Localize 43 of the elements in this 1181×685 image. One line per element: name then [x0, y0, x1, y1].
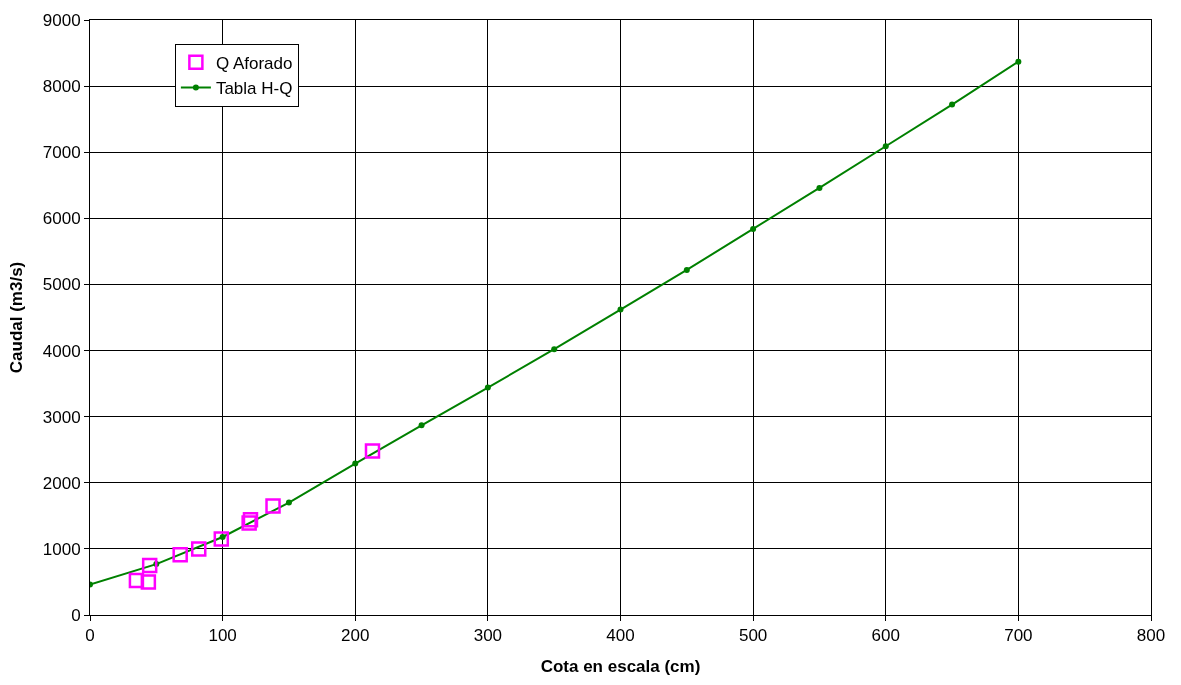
y-tick-label: 9000: [42, 10, 81, 30]
point: [484, 384, 491, 391]
point: [172, 547, 188, 563]
x-tick-label: 400: [606, 626, 635, 646]
y-tick-label: 8000: [42, 77, 81, 97]
y-tick-label: 0: [71, 605, 81, 625]
point: [141, 557, 158, 574]
y-tick-label: 6000: [42, 209, 81, 229]
point: [816, 184, 823, 191]
x-tick-label: 300: [473, 626, 503, 646]
legend-label: Q Aforado: [215, 53, 293, 73]
point: [140, 574, 157, 590]
point: [683, 266, 690, 273]
point: [418, 422, 425, 429]
x-tick-label: 500: [738, 626, 768, 646]
point: [364, 443, 381, 459]
y-tick-label: 5000: [42, 275, 81, 295]
y-axis-title: Caudal (m3/s): [7, 261, 27, 374]
y-tick-label: 3000: [42, 407, 81, 427]
point: [617, 306, 624, 313]
x-tick-label: 800: [1136, 626, 1166, 646]
x-tick-label: 0: [85, 626, 95, 646]
point: [750, 225, 757, 232]
y-tick-label: 2000: [42, 473, 81, 493]
y-tick-label: 4000: [42, 341, 81, 361]
y-tick-label: 1000: [42, 539, 81, 559]
point: [551, 346, 558, 353]
x-tick-label: 600: [871, 626, 900, 646]
point: [1015, 58, 1022, 65]
point: [265, 498, 281, 514]
y-tick-label: 7000: [42, 143, 81, 163]
point: [128, 572, 145, 589]
point: [213, 531, 230, 547]
point: [191, 541, 207, 557]
x-tick-label: 200: [341, 626, 370, 646]
x-tick-label: 700: [1004, 626, 1033, 646]
point: [285, 499, 292, 506]
point: [352, 460, 359, 467]
x-tick-label: 100: [208, 626, 237, 646]
legend-label: Tabla H-Q: [215, 79, 293, 99]
point: [882, 143, 889, 150]
x-axis-title: Cota en escala (cm): [540, 656, 701, 676]
point: [949, 101, 956, 108]
